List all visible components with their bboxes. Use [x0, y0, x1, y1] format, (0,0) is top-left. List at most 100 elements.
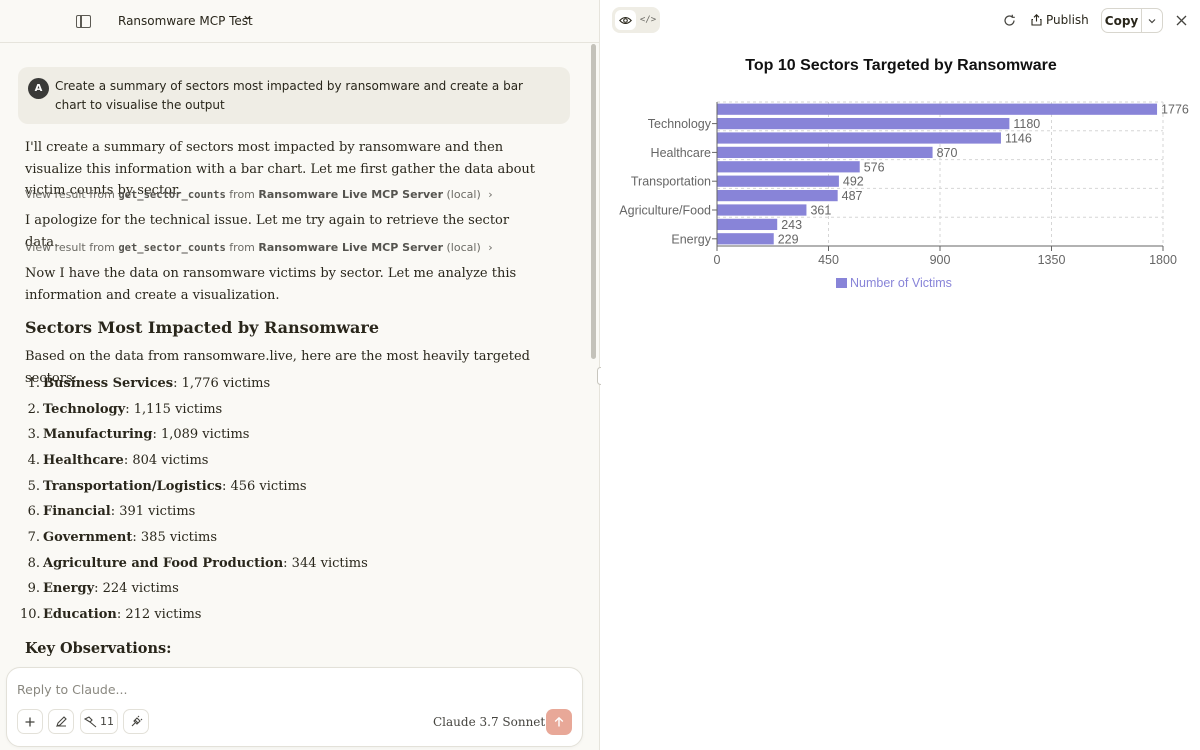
- tool-scope: (local): [446, 241, 481, 254]
- tool-from: from: [229, 188, 255, 201]
- refresh-button[interactable]: [999, 10, 1019, 30]
- list-item: 2. Technology: 1,115 victims: [27, 402, 223, 417]
- bar-value-label: 576: [864, 160, 885, 174]
- chevron-right-icon: ›: [488, 188, 493, 201]
- bar: [717, 132, 1001, 144]
- bar-value-label: 229: [778, 232, 799, 246]
- bar-value-label: 492: [843, 175, 864, 189]
- chat-header: Ransomware MCP Test: [0, 0, 599, 43]
- plug-icon: [131, 715, 142, 727]
- chat-pane: Ransomware MCP Test A Create a summary o…: [0, 0, 600, 750]
- bar: [717, 189, 838, 202]
- bar: [717, 146, 933, 159]
- tool-server: Ransomware Live MCP Server: [258, 188, 444, 201]
- user-message: A Create a summary of sectors most impac…: [18, 67, 570, 124]
- plus-icon: [25, 717, 35, 726]
- close-icon: [1176, 15, 1186, 25]
- add-attachment-button[interactable]: [17, 709, 43, 734]
- chevron-down-icon: [1148, 18, 1156, 23]
- bar: [717, 175, 839, 187]
- eye-icon: [619, 16, 632, 24]
- tool-result-link[interactable]: View result from get_sector_counts from …: [25, 241, 493, 254]
- conversation: A Create a summary of sectors most impac…: [0, 44, 590, 664]
- view-toggle: </>: [612, 7, 660, 33]
- chart-title: Top 10 Sectors Targeted by Ransomware: [745, 57, 1057, 74]
- scrollbar[interactable]: [591, 44, 596, 359]
- avatar: A: [28, 78, 49, 99]
- observations-heading: Key Observations:: [25, 640, 172, 657]
- reply-composer: 11 Claude 3.7 Sonnet ⌄: [6, 667, 583, 747]
- copy-button-group: Copy: [1101, 8, 1163, 33]
- tool-name: get_sector_counts: [118, 242, 226, 254]
- x-tick-label: 1800: [1149, 253, 1177, 267]
- share-icon: [1031, 14, 1042, 26]
- section-heading: Sectors Most Impacted by Ransomware: [25, 318, 380, 337]
- legend-label[interactable]: Number of Victims: [850, 276, 952, 290]
- style-button[interactable]: [48, 709, 74, 734]
- list-intro: Based on the data from ransomware.live, …: [25, 349, 530, 386]
- y-tick-label: Healthcare: [651, 146, 711, 160]
- chart-legend: Number of Victims: [836, 276, 952, 290]
- assistant-intro: I'll create a summary of sectors most im…: [25, 140, 535, 198]
- tool-result-prefix: View result from: [25, 188, 115, 201]
- tools-button[interactable]: 11: [80, 709, 118, 734]
- tool-from: from: [229, 241, 255, 254]
- bar: [717, 204, 807, 216]
- artifact-pane: </> Publish Copy Top 10 Sectors Targeted…: [601, 0, 1200, 750]
- y-tick-label: Energy: [671, 232, 711, 246]
- tool-result-link[interactable]: View result from get_sector_counts from …: [25, 188, 493, 201]
- bar-value-label: 1776: [1161, 103, 1189, 117]
- list-item: 6. Financial: 391 victims: [27, 504, 196, 519]
- send-button[interactable]: [546, 709, 572, 735]
- bar: [717, 161, 860, 173]
- pen-icon: [55, 716, 67, 727]
- tool-result-prefix: View result from: [25, 241, 115, 254]
- tool-scope: (local): [446, 188, 481, 201]
- list-item: 3. Manufacturing: 1,089 victims: [27, 427, 250, 442]
- code-tab[interactable]: </>: [639, 15, 657, 25]
- reply-input[interactable]: [17, 679, 557, 699]
- bar: [717, 103, 1158, 115]
- close-button[interactable]: [1172, 11, 1190, 29]
- y-tick-label: Technology: [648, 117, 712, 131]
- x-tick-label: 0: [714, 253, 721, 267]
- assistant-analysis: Now I have the data on ransomware victim…: [25, 266, 517, 303]
- tools-count: 11: [100, 715, 114, 728]
- publish-button[interactable]: Publish: [1031, 10, 1089, 30]
- publish-label: Publish: [1046, 13, 1089, 27]
- list-item: 1. Business Services: 1,776 victims: [27, 376, 271, 391]
- user-message-text: Create a summary of sectors most impacte…: [55, 79, 523, 112]
- copy-options-button[interactable]: [1142, 9, 1162, 32]
- model-selector[interactable]: Claude 3.7 Sonnet ⌄: [433, 715, 557, 729]
- copy-button[interactable]: Copy: [1102, 9, 1142, 32]
- bar-value-label: 361: [810, 204, 831, 218]
- bar: [717, 218, 778, 231]
- chevron-down-icon[interactable]: [243, 13, 252, 25]
- chevron-right-icon: ›: [488, 241, 493, 254]
- project-title[interactable]: Ransomware MCP Test: [118, 14, 253, 28]
- assistant-apology: I apologize for the technical issue. Let…: [25, 213, 510, 250]
- list-item: 8. Agriculture and Food Production: 344 v…: [27, 556, 368, 571]
- integrations-button[interactable]: [123, 709, 149, 734]
- list-item: 7. Government: 385 victims: [27, 530, 218, 545]
- x-tick-label: 900: [930, 253, 951, 267]
- bar-value-label: 870: [937, 146, 958, 160]
- bar: [717, 233, 774, 245]
- model-name: Claude 3.7 Sonnet: [433, 715, 546, 729]
- list-item: 4. Healthcare: 804 victims: [27, 453, 209, 468]
- tool-name: get_sector_counts: [118, 189, 226, 201]
- x-tick-label: 1350: [1038, 253, 1066, 267]
- list-item: 5. Transportation/Logistics: 456 victims: [27, 479, 307, 494]
- y-tick-label: Transportation: [631, 175, 711, 189]
- x-tick-label: 450: [818, 253, 839, 267]
- refresh-icon: [1003, 14, 1015, 26]
- bar-value-label: 1180: [1013, 117, 1040, 131]
- list-item: 10. Education: 212 victims: [20, 607, 202, 622]
- bar-value-label: 1146: [1005, 132, 1032, 146]
- preview-tab[interactable]: [615, 10, 636, 30]
- hammer-icon: [84, 715, 97, 727]
- sidebar-toggle-icon[interactable]: [76, 15, 91, 28]
- y-tick-label: Agriculture/Food: [619, 204, 711, 218]
- tool-server: Ransomware Live MCP Server: [258, 241, 444, 254]
